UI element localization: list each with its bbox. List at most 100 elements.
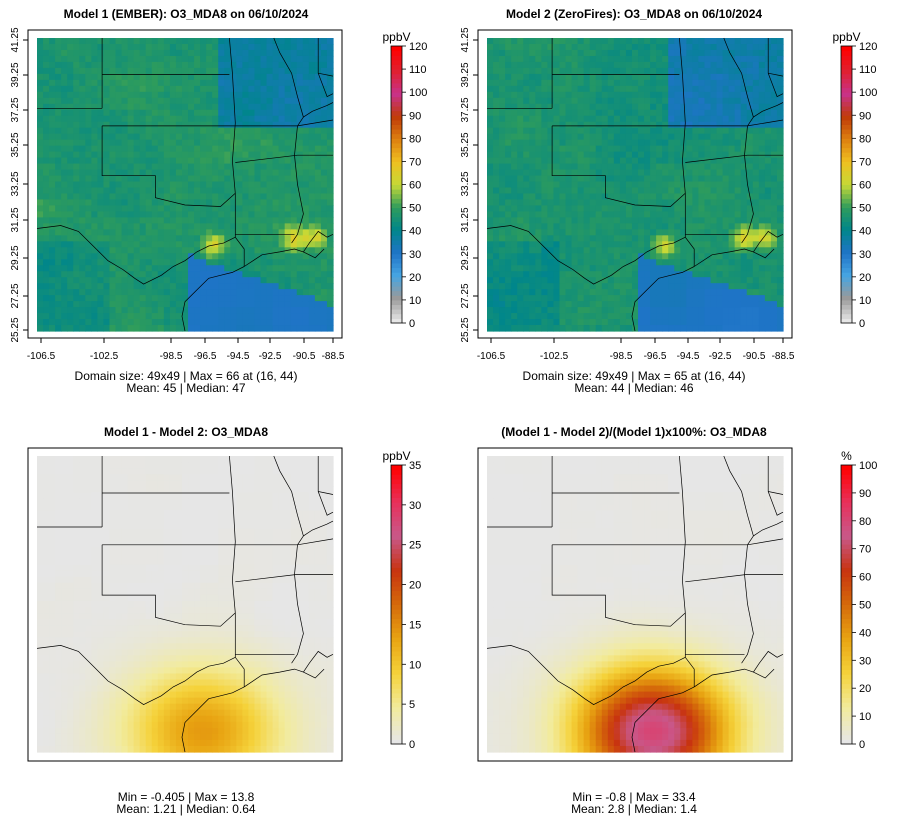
heatmap-cell: [43, 97, 50, 105]
heatmap-cell: [115, 205, 123, 213]
heatmap-cell: [589, 49, 597, 57]
heatmap-cell: [734, 289, 742, 296]
heatmap-cell: [619, 55, 627, 63]
heatmap-cell: [740, 229, 748, 236]
heatmap-cell: [517, 127, 524, 135]
heatmap-cell: [656, 313, 663, 320]
heatmap-cell: [272, 265, 280, 272]
heatmap-cell: [752, 247, 760, 254]
heatmap-cell: [49, 295, 56, 302]
heatmap-cell: [607, 247, 615, 254]
heatmap-cell: [583, 73, 591, 81]
heatmap-cell: [290, 313, 298, 320]
heatmap-cell: [175, 301, 183, 308]
heatmap-cell: [326, 175, 334, 183]
heatmap-cell: [770, 211, 778, 218]
heatmap-cell: [260, 145, 268, 153]
heatmap-cell: [248, 217, 256, 224]
heatmap-cell: [728, 301, 736, 308]
heatmap-cell: [487, 175, 494, 183]
heatmap-cell: [704, 289, 712, 296]
heatmap-cell: [577, 217, 585, 224]
heatmap-cell: [254, 283, 262, 290]
heatmap-cell: [656, 253, 663, 260]
heatmap-cell: [601, 67, 609, 75]
heatmap-cell: [764, 241, 772, 248]
heatmap-cell: [43, 127, 50, 135]
heatmap-cell: [314, 211, 322, 218]
heatmap-cell: [764, 109, 772, 117]
heatmap-cell: [619, 277, 627, 284]
colorbar-swatch: [391, 110, 402, 116]
heatmap-cell: [577, 121, 585, 129]
heatmap-cell: [625, 38, 633, 45]
heatmap-cell: [770, 319, 778, 326]
heatmap-cell: [314, 121, 322, 129]
heatmap-cell: [188, 301, 195, 308]
heatmap-cell: [734, 265, 742, 272]
heatmap-cell: [619, 115, 627, 123]
heatmap-cell: [692, 271, 700, 278]
heatmap-cell: [290, 259, 298, 266]
heatmap-cell: [619, 139, 627, 147]
heatmap-cell: [595, 235, 603, 242]
heatmap-cell: [139, 283, 147, 290]
heatmap-cell: [91, 133, 99, 141]
heatmap-cell: [266, 61, 274, 69]
heatmap-cell: [296, 115, 304, 123]
heatmap-cell: [67, 133, 74, 141]
heatmap-cell: [487, 115, 494, 123]
heatmap-cell: [73, 61, 80, 69]
heatmap-cell: [151, 265, 159, 272]
heatmap-cell: [91, 205, 99, 213]
heatmap-cell: [206, 199, 213, 207]
heatmap-cell: [224, 163, 231, 171]
heatmap-cell: [97, 121, 105, 129]
heatmap-cell: [577, 307, 585, 314]
heatmap-cell: [206, 235, 213, 242]
heatmap-cell: [704, 307, 712, 314]
heatmap-cell: [314, 169, 322, 177]
heatmap-cell: [133, 163, 141, 171]
heatmap-cell: [656, 229, 663, 236]
heatmap-cell: [85, 49, 92, 57]
heatmap-cell: [97, 265, 105, 272]
heatmap-cell: [200, 127, 207, 135]
heatmap-cell: [607, 127, 615, 135]
heatmap-cell: [499, 193, 506, 201]
heatmap-cell: [91, 259, 99, 266]
heatmap-cell: [248, 61, 256, 69]
heatmap-cell: [571, 265, 579, 272]
heatmap-cell: [133, 121, 141, 129]
heatmap-cell: [169, 115, 177, 123]
heatmap-cell: [656, 139, 663, 147]
heatmap-cell: [133, 247, 141, 254]
heatmap-cell: [644, 109, 651, 117]
panel-2: -106.5 -102.5 -98.5 -96.5 -94.5 -92.5 -90.5 -88…: [460, 7, 877, 395]
heatmap-cell: [127, 73, 135, 81]
heatmap-cell: [109, 103, 117, 111]
heatmap-cell: [686, 301, 693, 308]
heatmap-cell: [175, 67, 183, 75]
heatmap-cell: [686, 181, 693, 189]
heatmap-cell: [559, 223, 567, 230]
heatmap-cell: [547, 307, 555, 314]
heatmap-cell: [278, 325, 286, 332]
heatmap-cell: [296, 175, 304, 183]
heatmap-cell: [493, 211, 500, 218]
y-tick-label: 41.25: [10, 27, 21, 52]
heatmap-cell: [194, 109, 201, 117]
heatmap-cell: [97, 79, 105, 87]
heatmap-cell: [103, 151, 111, 159]
heatmap-cell: [200, 103, 207, 111]
heatmap-cell: [145, 97, 153, 105]
heatmap-cell: [758, 199, 766, 207]
heatmap-cell: [746, 181, 754, 189]
heatmap-cell: [43, 217, 50, 224]
heatmap-cell: [638, 169, 645, 177]
heatmap-cell: [163, 163, 171, 171]
heatmap-cell: [43, 199, 50, 207]
heatmap-cell: [85, 145, 92, 153]
heatmap-cell: [127, 175, 135, 183]
heatmap-cell: [145, 133, 153, 141]
